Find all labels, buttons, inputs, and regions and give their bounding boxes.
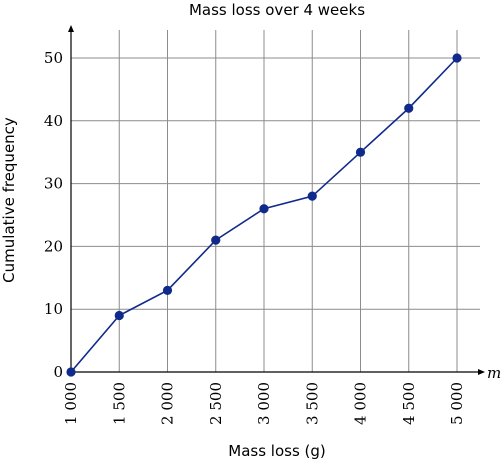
y-tick-label: 30 (44, 175, 63, 193)
y-axis-label: Cumulative frequency (0, 117, 18, 283)
x-tick-label: 1 000 (62, 382, 80, 425)
y-tick-label: 40 (44, 112, 63, 130)
x-axis-label: Mass loss (g) (228, 442, 326, 460)
y-tick-label: 50 (44, 49, 63, 67)
data-point (259, 204, 269, 214)
series (66, 53, 462, 377)
data-point (66, 367, 76, 377)
grid (71, 30, 480, 372)
x-tick-label: 4 500 (400, 382, 418, 425)
axes (68, 25, 485, 375)
x-tick-label: 4 000 (352, 382, 370, 425)
data-point (162, 285, 173, 295)
data-point (452, 53, 462, 63)
data-point (307, 191, 317, 201)
x-axis-symbol: m (487, 364, 501, 382)
x-tick-label: 3 000 (255, 382, 273, 425)
x-tick-label: 2 500 (207, 382, 225, 425)
y-tick-label: 20 (44, 237, 63, 255)
y-tick-label: 10 (44, 300, 63, 318)
x-tick-label: 2 000 (159, 382, 177, 425)
data-point (404, 103, 414, 113)
chart-title: Mass loss over 4 weeks (189, 1, 365, 19)
x-tick-label: 5 000 (448, 382, 466, 425)
x-axis-arrow (478, 369, 485, 375)
data-point (114, 310, 124, 321)
x-tick-labels: 1 000 1 500 2 000 2 500 3 000 3 500 4 000 4 500… (62, 382, 466, 425)
y-axis-arrow (68, 25, 74, 32)
data-point (211, 235, 221, 245)
y-tick-label: 0 (53, 363, 63, 381)
y-tick-labels: 0 10 20 30 40 50 (44, 49, 63, 381)
data-point (355, 147, 366, 157)
x-tick-label: 3 500 (303, 382, 321, 425)
x-tick-label: 1 500 (110, 382, 128, 425)
